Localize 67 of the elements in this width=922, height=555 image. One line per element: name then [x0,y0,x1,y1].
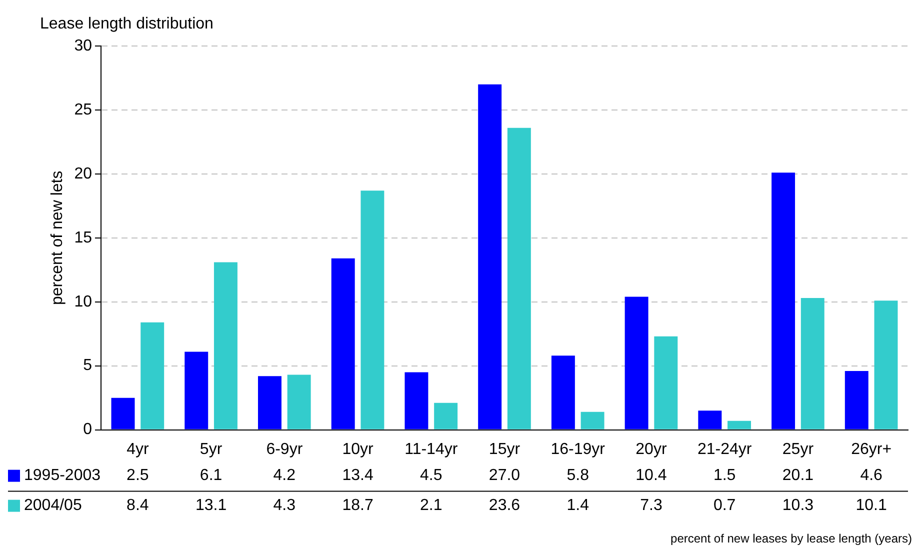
x-tick-label: 21-24yr [697,440,752,458]
y-tick-label: 20 [74,165,92,182]
data-label: 4.2 [273,467,296,484]
data-label: 4.6 [860,467,883,484]
data-label: 2.1 [420,497,442,514]
bar [140,322,164,430]
x-tick-label: 10yr [342,440,374,458]
bar [507,128,531,430]
bar [698,410,722,430]
data-label: 4.5 [420,467,442,484]
chart-title: Lease length distribution [40,15,214,32]
data-label: 20.1 [782,467,814,484]
data-label: 10.4 [636,467,667,484]
bar [551,356,575,430]
x-tick-label: 11-14yr [404,440,458,458]
y-tick-label: 30 [74,37,92,54]
x-tick-label: 15yr [488,440,521,458]
bar [624,296,648,430]
bar [874,300,898,430]
bar [184,352,208,430]
data-label: 1.4 [566,497,590,514]
data-label: 0.7 [713,497,736,514]
bar [434,402,458,430]
data-label: 18.7 [342,497,374,514]
x-tick-label: 4yr [126,440,150,458]
bar [580,412,604,430]
x-tick-label: 5yr [200,440,223,458]
text: percent of new leases by lease length (years) [670,531,912,546]
legend-label: 2004/05 [24,497,82,514]
data-label: 4.3 [273,497,296,514]
data-label: 1.5 [713,467,736,484]
y-tick-label: 0 [83,421,92,438]
bar [654,336,678,430]
y-tick-label: 25 [74,101,92,118]
data-label: 23.6 [488,497,520,514]
bar [844,370,868,430]
bar [772,172,796,430]
data-label: 10.3 [782,497,814,514]
x-tick-label: 25yr [782,440,814,458]
legend-label: 1995-2003 [24,467,101,484]
x-tick-label: 26yr+ [851,440,892,458]
bar [728,420,751,430]
x-tick-label: 16-19yr [550,440,606,458]
y-tick-label: 15 [74,229,92,246]
data-label: 13.1 [195,497,227,514]
y-tick-label: 10 [74,293,92,310]
bar [331,258,355,430]
data-label: 27.0 [488,467,520,484]
x-tick-label: 6-9yr [266,440,304,458]
bar [800,298,824,430]
bar [258,376,282,430]
data-label: 7.3 [640,497,662,514]
bar [287,374,311,430]
data-label: 10.1 [856,497,887,514]
data-label: 5.8 [566,467,590,484]
y-tick-label: 5 [83,357,92,374]
bar [360,190,384,430]
bar [404,372,428,430]
bar [111,398,135,430]
x-tick-label: 20yr [636,440,668,458]
data-label: 6.1 [200,467,222,484]
y-axis-title: percent of new lets [49,170,66,306]
bar [478,84,502,430]
data-label: 2.5 [126,467,149,484]
bar [214,262,238,430]
data-label: 13.4 [342,467,374,484]
data-label: 8.4 [126,497,149,514]
